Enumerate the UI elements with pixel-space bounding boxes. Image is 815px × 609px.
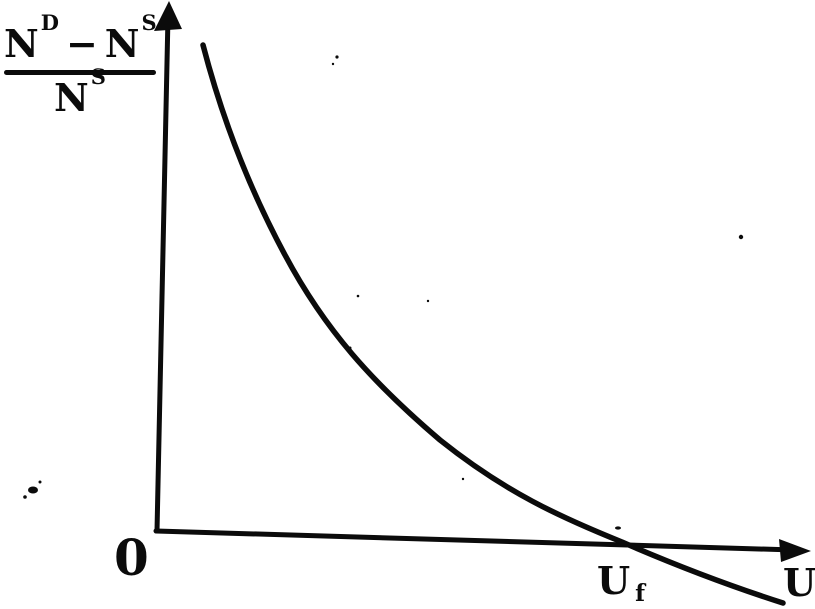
- y-axis-label: ND − NS NS: [4, 12, 157, 120]
- numerator-n-supply: N: [104, 21, 140, 66]
- x-axis-label: U: [783, 560, 815, 605]
- x-axis-arrowhead-icon: [779, 539, 811, 562]
- numerator-superscript-d: D: [40, 10, 59, 36]
- excess-labour-demand-curve: [200, 42, 786, 606]
- y-axis-arrowhead-icon: [154, 1, 182, 31]
- denominator-superscript-s: S: [90, 64, 106, 90]
- x-axis: [153, 528, 797, 553]
- y-axis: [154, 13, 171, 534]
- y-axis-label-denominator: NS: [4, 66, 156, 120]
- numerator-n-demand: N: [4, 21, 39, 66]
- numerator-superscript-s: S: [141, 10, 157, 36]
- scan-noise-specks: [23, 55, 744, 530]
- numerator-minus-sign: −: [65, 21, 98, 66]
- y-axis-label-numerator: ND − NS: [4, 12, 157, 70]
- x-intercept-base: U: [597, 558, 631, 603]
- origin-label: 0: [114, 528, 149, 587]
- denominator-n-supply: N: [54, 75, 89, 120]
- x-intercept-subscript-f: f: [635, 580, 646, 607]
- fraction-bar: [4, 70, 156, 75]
